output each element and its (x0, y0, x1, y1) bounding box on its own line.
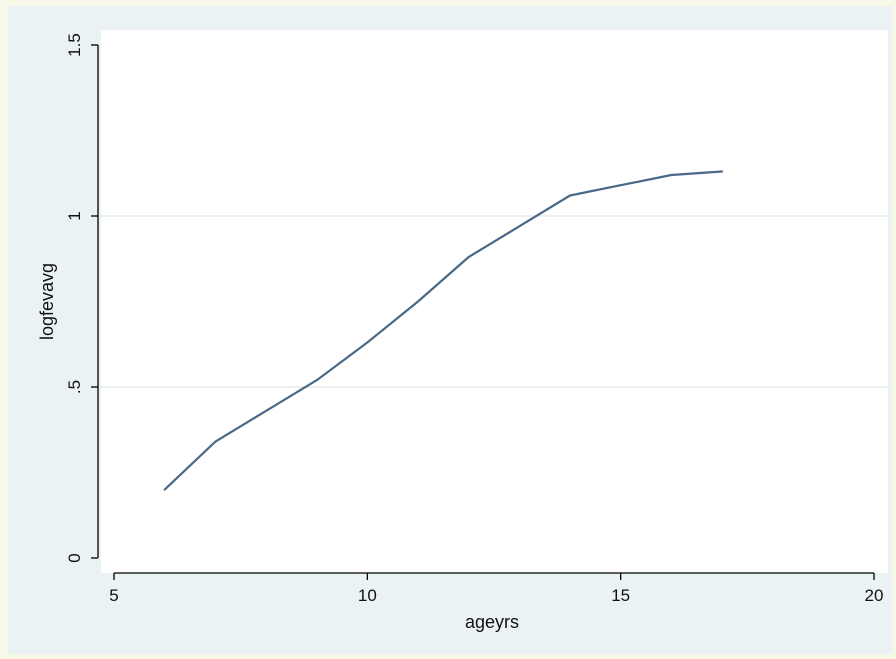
y-tick-label-3: 1.5 (65, 33, 84, 57)
x-tick-label-3: 20 (865, 586, 884, 605)
plot-area (101, 30, 888, 573)
x-axis-title: ageyrs (465, 612, 519, 632)
grid-layer (101, 215, 888, 388)
x-tick-label-0: 5 (109, 586, 118, 605)
series-line-0 (163, 170, 724, 491)
y-axis-title: logfevavg (37, 263, 57, 340)
x-tick-label-1: 10 (358, 586, 377, 605)
x-tick-label-2: 15 (611, 586, 630, 605)
y-tick-label-1: .5 (65, 380, 84, 394)
y-tick-label-2: 1 (65, 211, 84, 220)
y-tick-label-0: 0 (65, 553, 84, 562)
series-layer (163, 170, 724, 491)
axis-layer: 0 .5 1 1.5 5 10 15 20 (65, 33, 883, 605)
